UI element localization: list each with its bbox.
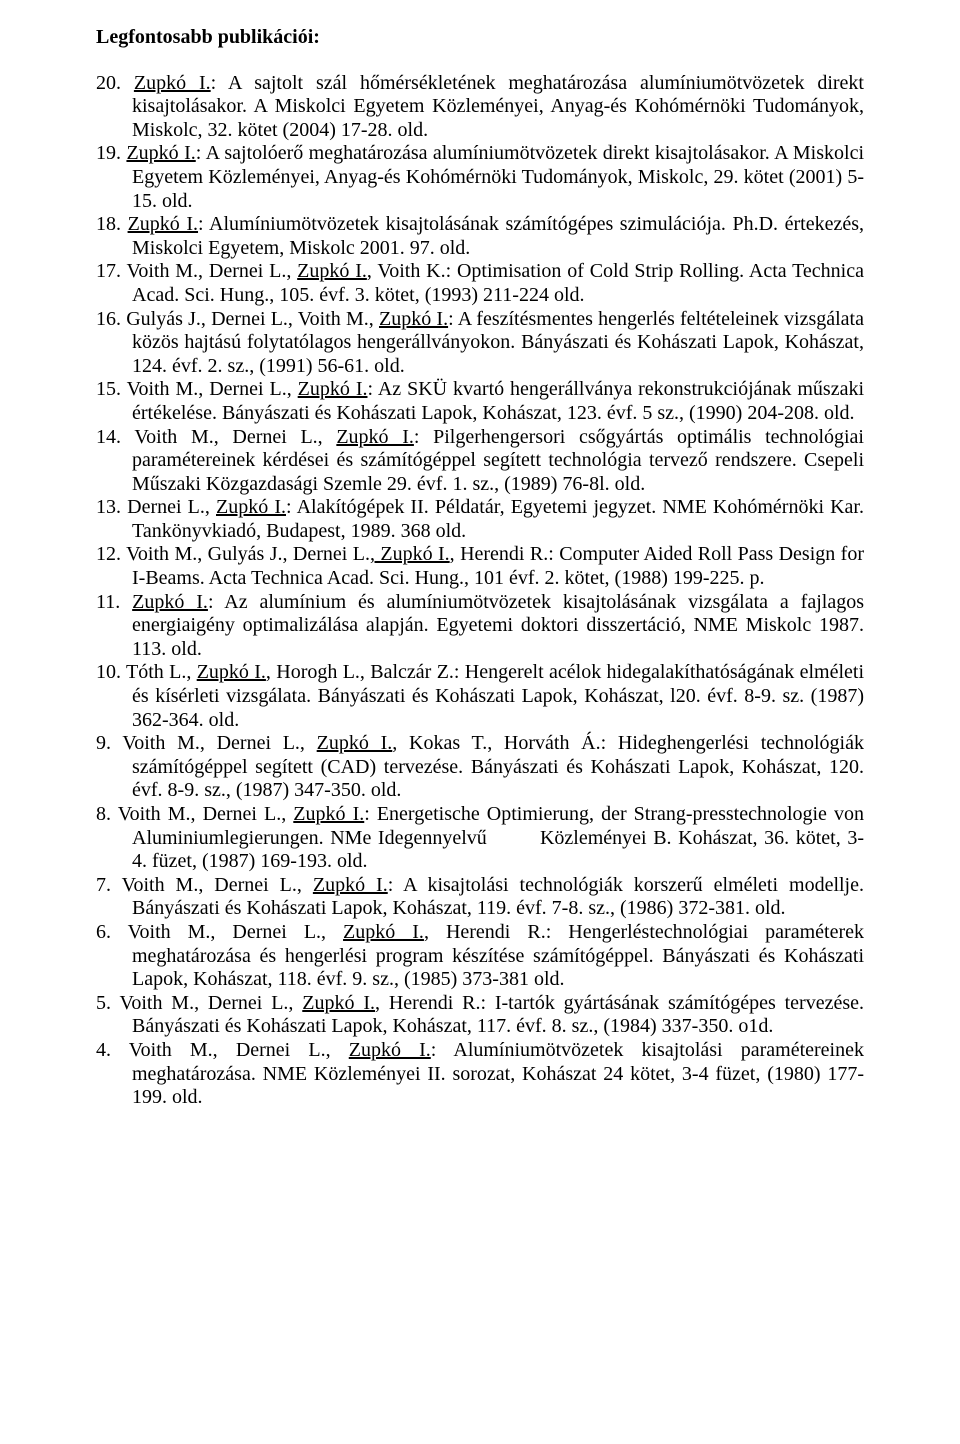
entry-number: 17.: [96, 260, 126, 282]
entry-number: 14.: [96, 426, 134, 448]
entry-number: 6.: [96, 921, 128, 943]
entry-main-author: Zupkó I.: [317, 732, 393, 754]
entry-number: 13.: [96, 496, 127, 518]
entry-number: 20.: [96, 72, 134, 94]
entry-authors-pre: Voith M., Dernei L.,: [128, 921, 343, 943]
entry-main-author: Zupkó I.: [197, 661, 266, 683]
entry-main-author: Zupkó I.: [313, 874, 388, 896]
entry-number: 8.: [96, 803, 118, 825]
publication-entry: 12. Voith M., Gulyás J., Dernei L., Zupk…: [96, 543, 864, 590]
entry-authors-pre: Voith M., Dernei L.,: [118, 803, 294, 825]
publication-entry: 7. Voith M., Dernei L., Zupkó I.: A kisa…: [96, 874, 864, 921]
publication-entry: 13. Dernei L., Zupkó I.: Alakítógépek II…: [96, 496, 864, 543]
publication-entry: 19. Zupkó I.: A sajtolóerő meghatározása…: [96, 142, 864, 213]
entry-number: 12.: [96, 543, 126, 565]
entry-authors-pre: Voith M., Dernei L.,: [119, 992, 302, 1014]
entry-number: 5.: [96, 992, 119, 1014]
entry-main-author: Zupkó I.: [343, 921, 424, 943]
entry-number: 16.: [96, 308, 126, 330]
publication-entry: 5. Voith M., Dernei L., Zupkó I., Herend…: [96, 992, 864, 1039]
entry-authors-pre: Tóth L.,: [126, 661, 197, 683]
entry-main-author: Zupkó I.: [134, 72, 211, 94]
entry-number: 11.: [96, 591, 132, 613]
entry-authors-pre: Gulyás J., Dernei L., Voith M.,: [126, 308, 379, 330]
entry-main-author: Zupkó I.: [302, 992, 375, 1014]
entry-main-author: Zupkó I.: [126, 142, 195, 164]
entry-number: 4.: [96, 1039, 129, 1061]
publication-entry: 6. Voith M., Dernei L., Zupkó I., Herend…: [96, 921, 864, 992]
entry-authors-pre: Dernei L.,: [127, 496, 216, 518]
entry-number: 18.: [96, 213, 128, 235]
entry-main-author: Zupkó I.: [128, 213, 198, 235]
entry-number: 7.: [96, 874, 122, 896]
publication-entry: 8. Voith M., Dernei L., Zupkó I.: Energe…: [96, 803, 864, 874]
publication-entry: 14. Voith M., Dernei L., Zupkó I.: Pilge…: [96, 426, 864, 497]
entry-authors-pre: Voith M., Dernei L.,: [134, 426, 336, 448]
page: Legfontosabb publikációi: 20. Zupkó I.: …: [0, 0, 960, 1150]
publication-entry: 15. Voith M., Dernei L., Zupkó I.: Az SK…: [96, 378, 864, 425]
entry-main-author: , Zupkó I.: [370, 543, 450, 565]
entry-details: : Alumíniumötvözetek kisajtolásának szám…: [132, 213, 864, 259]
entry-number: 9.: [96, 732, 122, 754]
entry-main-author: Zupkó I.: [216, 496, 286, 518]
publication-entry: 16. Gulyás J., Dernei L., Voith M., Zupk…: [96, 308, 864, 379]
entry-number: 10.: [96, 661, 126, 683]
entry-main-author: Zupkó I.: [297, 260, 367, 282]
publication-entry: 9. Voith M., Dernei L., Zupkó I., Kokas …: [96, 732, 864, 803]
publication-entry: 18. Zupkó I.: Alumíniumötvözetek kisajto…: [96, 213, 864, 260]
entry-main-author: Zupkó I.: [336, 426, 414, 448]
publication-entry: 17. Voith M., Dernei L., Zupkó I., Voith…: [96, 260, 864, 307]
entry-main-author: Zupkó I.: [349, 1039, 431, 1061]
publication-entry: 4. Voith M., Dernei L., Zupkó I.: Alumín…: [96, 1039, 864, 1110]
entry-authors-pre: Voith M., Dernei L.,: [127, 378, 298, 400]
entry-main-author: Zupkó I.: [298, 378, 368, 400]
section-heading: Legfontosabb publikációi:: [96, 26, 864, 50]
publication-entry: 20. Zupkó I.: A sajtolt szál hőmérséklet…: [96, 72, 864, 143]
entry-main-author: Zupkó I.: [132, 591, 208, 613]
entry-number: 15.: [96, 378, 127, 400]
entry-authors-pre: Voith M., Dernei L.,: [122, 874, 313, 896]
entry-authors-pre: Voith M., Dernei L.,: [129, 1039, 349, 1061]
entry-main-author: Zupkó I.: [379, 308, 448, 330]
publication-entry: 10. Tóth L., Zupkó I., Horogh L., Balczá…: [96, 661, 864, 732]
publication-entry: 11. Zupkó I.: Az alumínium és alumíniumö…: [96, 591, 864, 662]
entry-details: : A sajtolóerő meghatározása alumíniumöt…: [132, 142, 864, 211]
entry-details: : Az alumínium és alumíniumötvözetek kis…: [132, 591, 864, 660]
entry-authors-pre: Voith M., Gulyás J., Dernei L.: [126, 543, 370, 565]
entry-number: 19.: [96, 142, 126, 164]
publication-list: 20. Zupkó I.: A sajtolt szál hőmérséklet…: [96, 72, 864, 1110]
entry-authors-pre: Voith M., Dernei L.,: [122, 732, 316, 754]
entry-details: : A sajtolt szál hőmérsékletének meghatá…: [132, 72, 864, 141]
entry-authors-pre: Voith M., Dernei L.,: [126, 260, 297, 282]
entry-main-author: Zupkó I.: [293, 803, 364, 825]
